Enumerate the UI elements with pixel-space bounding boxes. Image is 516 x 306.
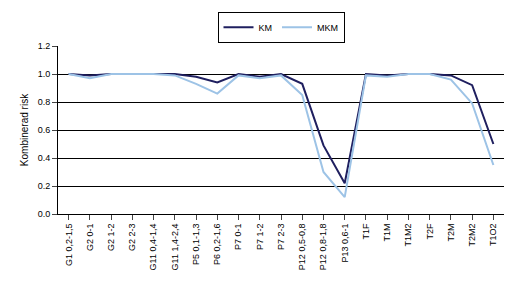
svg-text:G11 1,4-2,4: G11 1,4-2,4 — [170, 224, 180, 271]
svg-text:P7 2-3: P7 2-3 — [276, 224, 286, 251]
svg-text:P13 0,6-1: P13 0,6-1 — [340, 224, 350, 263]
svg-text:P6 0,2-1,6: P6 0,2-1,6 — [212, 224, 222, 266]
svg-text:1.0: 1.0 — [38, 69, 51, 79]
svg-text:G11 0,4-1,4: G11 0,4-1,4 — [148, 224, 158, 271]
svg-text:0.6: 0.6 — [38, 125, 51, 135]
svg-text:G2 2-3: G2 2-3 — [127, 224, 137, 252]
svg-text:P7 0-1: P7 0-1 — [233, 224, 243, 251]
svg-text:Kombinerad risk: Kombinerad risk — [19, 93, 30, 166]
svg-text:T2M: T2M — [446, 224, 456, 242]
svg-text:T2F: T2F — [425, 223, 435, 240]
svg-text:T1M: T1M — [382, 224, 392, 242]
svg-text:T1O2: T1O2 — [488, 224, 498, 247]
svg-text:G1 0,2-1,5: G1 0,2-1,5 — [64, 224, 74, 267]
svg-text:KM: KM — [259, 23, 273, 33]
svg-text:T1F: T1F — [361, 223, 371, 240]
svg-text:MKM: MKM — [317, 23, 338, 33]
svg-text:P12 0,8-1,8: P12 0,8-1,8 — [318, 224, 328, 271]
svg-text:P5 0,1-1,3: P5 0,1-1,3 — [191, 224, 201, 266]
svg-text:1.2: 1.2 — [38, 41, 51, 51]
svg-text:0.2: 0.2 — [38, 181, 51, 191]
svg-text:0.8: 0.8 — [38, 97, 51, 107]
svg-text:T1M2: T1M2 — [403, 224, 413, 247]
svg-text:P12 0,5-0,8: P12 0,5-0,8 — [297, 224, 307, 271]
svg-text:G2 1-2: G2 1-2 — [106, 224, 116, 252]
svg-text:0.0: 0.0 — [38, 209, 51, 219]
svg-text:0.4: 0.4 — [38, 153, 51, 163]
svg-text:P7 1-2: P7 1-2 — [255, 224, 265, 251]
svg-text:T2M2: T2M2 — [467, 224, 477, 247]
svg-text:G2 0-1: G2 0-1 — [85, 224, 95, 252]
